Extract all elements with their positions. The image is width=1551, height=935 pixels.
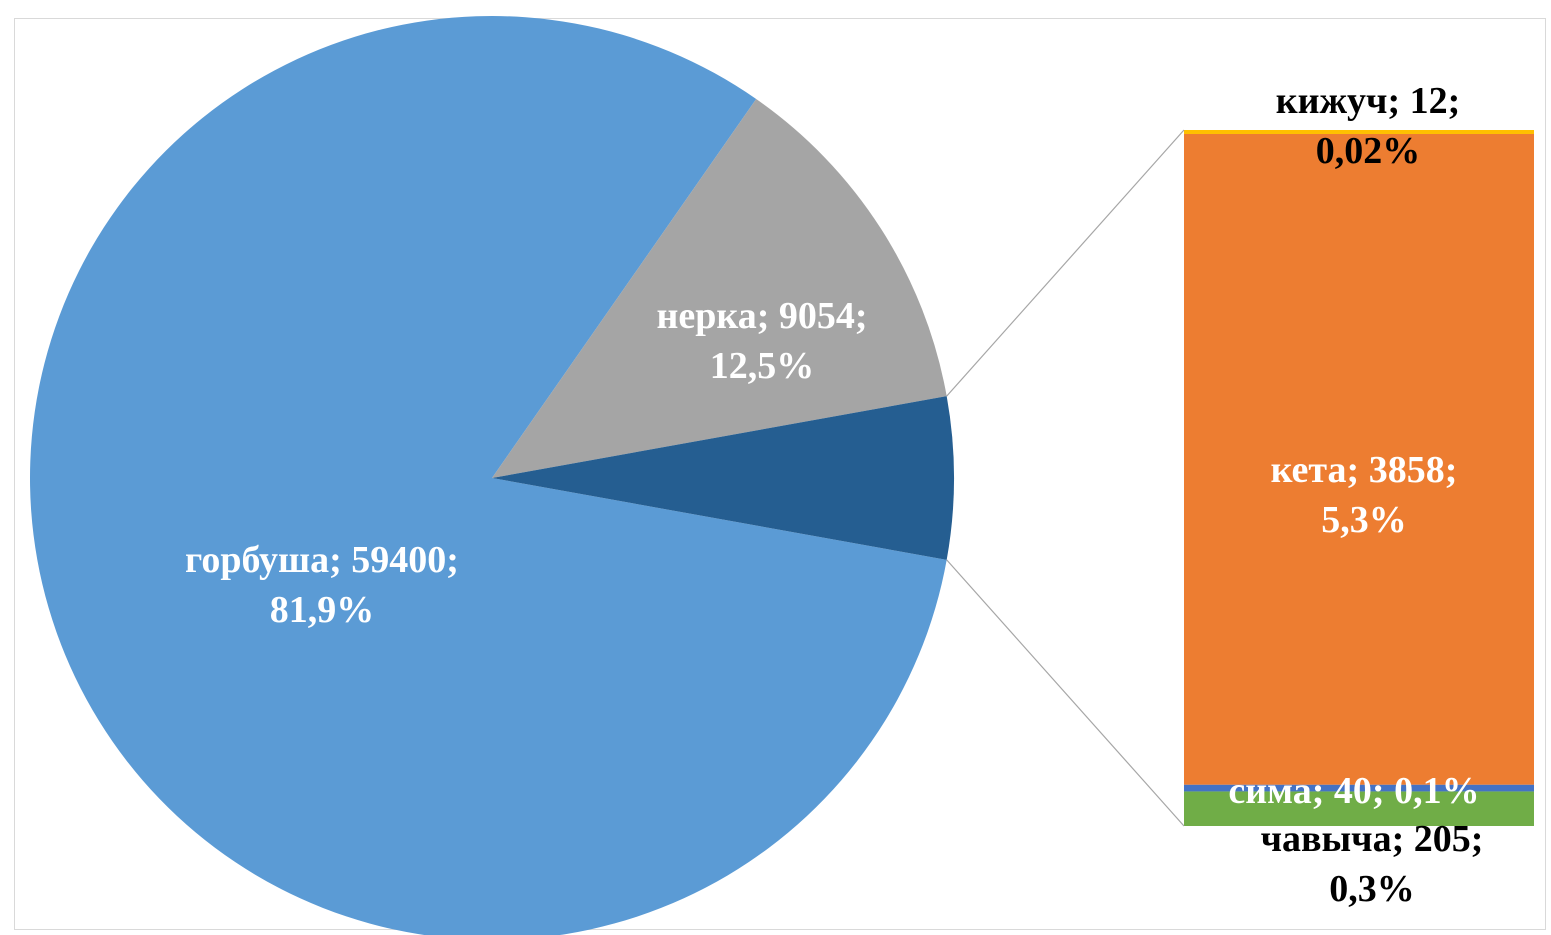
data-label-кета-line2: 5,3% (1321, 499, 1407, 541)
slice-other (492, 396, 954, 560)
data-label-чавыча-line1: чавыча; 205; (1261, 818, 1484, 860)
data-label-кета-line1: кета; 3858; (1271, 449, 1458, 491)
bar-segment-сима (1184, 784, 1534, 792)
data-label-горбуша-line2: 81,9% (270, 589, 375, 631)
data-label-кижуч-line2: 0,02% (1316, 130, 1421, 172)
slice-нерка (492, 98, 947, 479)
connector-line-bottom (946, 559, 1185, 827)
data-label-горбуша-line1: горбуша; 59400; (185, 539, 459, 581)
bar-segment-кета (1184, 133, 1534, 785)
data-label-нерка-line1: нерка; 9054; (656, 295, 867, 337)
data-label-кижуч-line1: кижуч; 12; (1276, 80, 1461, 122)
connector-line-top (946, 129, 1185, 397)
data-label-чавыча-line2: 0,3% (1329, 868, 1415, 910)
slice-горбуша (30, 16, 947, 935)
data-label-нерка-line2: 12,5% (710, 345, 815, 387)
bar-segment-кижуч (1184, 130, 1534, 134)
bar-segment-чавыча (1184, 791, 1534, 826)
data-label-сима-line1: сима; 40; 0,1% (1228, 770, 1479, 812)
